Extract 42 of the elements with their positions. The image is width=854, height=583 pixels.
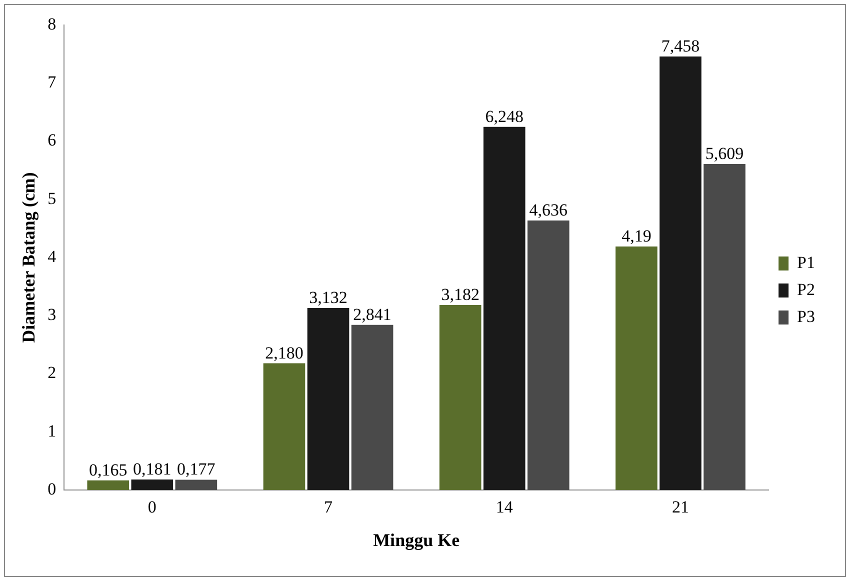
y-tick-label: 3 <box>48 305 56 324</box>
bar <box>660 56 702 490</box>
bar <box>704 164 746 490</box>
legend-label: P1 <box>797 252 816 272</box>
data-label: 2,841 <box>353 304 392 324</box>
legend-label: P2 <box>797 280 816 299</box>
bar <box>307 308 350 490</box>
data-label: 7,458 <box>661 36 700 56</box>
y-tick-label: 2 <box>48 363 56 382</box>
data-label: 6,248 <box>485 106 524 126</box>
y-tick-label: 5 <box>48 188 56 208</box>
y-tick-label: 7 <box>48 72 57 92</box>
data-label: 0,181 <box>133 459 172 478</box>
x-axis-title: Minggu Ke <box>373 530 460 550</box>
data-label: 0,165 <box>89 460 128 480</box>
data-label: 4,636 <box>529 200 568 220</box>
data-label: 3,132 <box>309 288 348 307</box>
legend-label: P3 <box>797 306 816 326</box>
bar <box>263 363 306 490</box>
y-tick-label: 0 <box>48 479 56 498</box>
x-tick-label: 14 <box>496 498 514 517</box>
x-tick-label: 0 <box>148 498 156 517</box>
x-tick-label: 21 <box>672 498 689 517</box>
x-tick-label: 7 <box>324 498 334 517</box>
y-tick-label: 1 <box>48 421 56 440</box>
data-label: 0,177 <box>177 460 216 479</box>
y-tick-label: 6 <box>48 130 56 150</box>
data-label: 3,182 <box>441 285 480 304</box>
bar <box>616 246 658 490</box>
y-tick-label: 8 <box>48 14 56 34</box>
bar <box>483 126 526 490</box>
data-label: 5,609 <box>705 144 744 163</box>
bar <box>131 479 174 490</box>
y-axis-title: Diameter Batang (cm) <box>18 172 38 343</box>
bar <box>87 480 130 490</box>
bar <box>351 324 394 490</box>
data-label: 2,180 <box>265 343 304 362</box>
y-tick-label: 4 <box>48 246 57 266</box>
bar <box>439 305 482 490</box>
data-label: 4,19 <box>622 226 652 246</box>
bar <box>527 220 570 490</box>
bar <box>175 480 218 490</box>
